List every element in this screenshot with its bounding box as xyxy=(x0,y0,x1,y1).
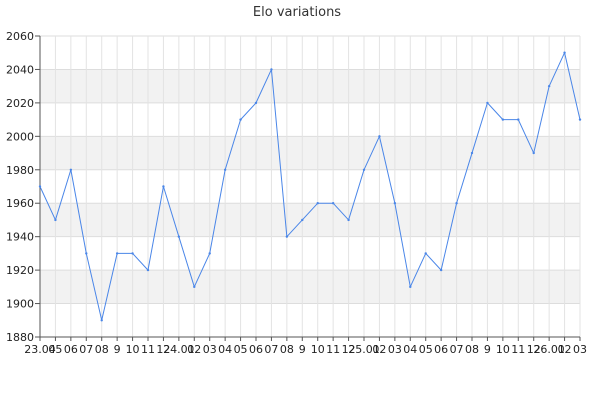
data-point xyxy=(424,252,427,255)
y-tick-label: 1920 xyxy=(6,264,34,277)
x-tick-label: 05 xyxy=(234,343,248,356)
x-tick-label: 06 xyxy=(434,343,448,356)
data-point xyxy=(439,268,443,272)
data-point xyxy=(393,202,397,205)
data-point xyxy=(578,118,582,121)
x-tick-label: 03 xyxy=(388,343,402,356)
x-tick-label: 02 xyxy=(187,343,201,356)
series-line xyxy=(39,52,581,321)
alternating-bands xyxy=(40,69,580,304)
x-tick-label: 05 xyxy=(419,343,433,356)
data-point xyxy=(409,285,412,289)
y-tick-label: 2040 xyxy=(6,63,34,76)
x-tick-label: 05 xyxy=(48,343,62,356)
x-tick-label: 08 xyxy=(465,343,479,356)
data-point xyxy=(223,168,227,171)
data-point xyxy=(563,51,566,54)
x-tick-label: 10 xyxy=(126,343,140,356)
data-point xyxy=(362,168,366,171)
x-tick-label: 07 xyxy=(450,343,464,356)
data-point xyxy=(38,185,42,188)
data-point xyxy=(455,202,458,205)
x-tick-label: 12 xyxy=(156,343,170,356)
data-point xyxy=(378,135,381,138)
data-point xyxy=(69,168,73,171)
data-point xyxy=(501,118,505,121)
y-tick-label: 2020 xyxy=(6,97,34,110)
data-point xyxy=(470,151,474,155)
data-point xyxy=(517,118,520,121)
data-point xyxy=(177,235,181,238)
data-point xyxy=(239,118,242,121)
x-tick-label: 04 xyxy=(403,343,417,356)
x-tick-label: 24.01 xyxy=(163,343,195,356)
x-tick-label: 9 xyxy=(484,343,491,356)
x-tick-label: 08 xyxy=(95,343,109,356)
x-tick-label: 03 xyxy=(203,343,217,356)
x-tick-label: 11 xyxy=(141,343,155,356)
x-tick-label: 25.01 xyxy=(348,343,380,356)
y-tick-label: 2060 xyxy=(6,30,34,43)
x-tick-label: 04 xyxy=(218,343,232,356)
data-point xyxy=(331,202,335,205)
data-point xyxy=(146,268,150,272)
x-tick-label: 03 xyxy=(573,343,587,356)
x-tick-label: 07 xyxy=(264,343,278,356)
y-tick-label: 1900 xyxy=(6,298,34,311)
x-tick-label: 10 xyxy=(311,343,325,356)
x-tick-label: 11 xyxy=(511,343,525,356)
x-tick-label: 12 xyxy=(342,343,356,356)
grid-band xyxy=(40,270,580,304)
x-tick-label: 12 xyxy=(527,343,541,356)
data-point xyxy=(162,185,165,188)
x-tick-label: 07 xyxy=(79,343,93,356)
x-tick-label: 26.01 xyxy=(533,343,565,356)
x-tick-label: 02 xyxy=(558,343,572,356)
data-point xyxy=(193,285,196,289)
y-tick-label: 2000 xyxy=(6,130,34,143)
x-tick-label: 06 xyxy=(249,343,263,356)
data-point xyxy=(285,235,289,238)
data-point xyxy=(254,101,258,105)
x-tick-label: 11 xyxy=(326,343,340,356)
data-point xyxy=(532,151,535,155)
data-point xyxy=(115,252,119,255)
data-point xyxy=(486,101,489,105)
data-point xyxy=(131,252,134,255)
data-point xyxy=(270,68,273,71)
data-point xyxy=(208,252,211,255)
grid-band xyxy=(40,203,580,237)
y-tick-label: 1940 xyxy=(6,231,34,244)
x-tick-label: 9 xyxy=(114,343,121,356)
chart-title: Elo variations xyxy=(253,5,341,20)
data-point xyxy=(85,252,88,255)
x-tick-label: 23.04 xyxy=(24,343,56,356)
data-point xyxy=(347,218,350,222)
data-point xyxy=(54,218,57,222)
data-point xyxy=(301,218,304,222)
grid-band xyxy=(40,136,580,170)
data-point xyxy=(100,319,103,322)
y-tick-label: 1960 xyxy=(6,197,34,210)
y-tick-label: 1880 xyxy=(6,331,34,344)
y-tick-label: 1980 xyxy=(6,164,34,177)
grid-band xyxy=(40,69,580,103)
x-tick-label: 9 xyxy=(299,343,306,356)
x-tick-label: 06 xyxy=(64,343,78,356)
data-point xyxy=(316,202,319,205)
series-group xyxy=(38,51,582,322)
x-tick-label: 10 xyxy=(496,343,510,356)
data-point xyxy=(547,84,551,88)
grid-lines xyxy=(39,35,581,338)
x-tick-label: 02 xyxy=(372,343,386,356)
x-tick-label: 08 xyxy=(280,343,294,356)
y-axis-ticks: 1880 1900 1920 1940 1960 1980 2000 2020 2040 2060 xyxy=(6,30,40,344)
